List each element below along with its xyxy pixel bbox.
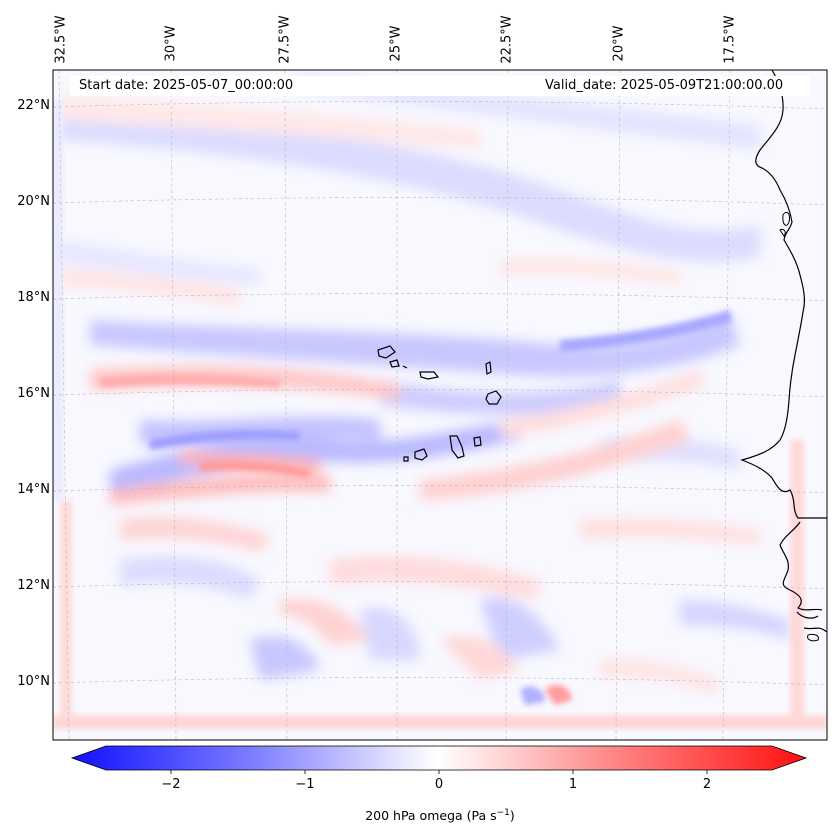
colorbar-tick-2: 2 [702,777,712,792]
cape-verde-islands [377,345,502,462]
colorbar-tick-neg1: −1 [295,777,315,792]
start-date-label: Start date: 2025-05-07_00:00:00 [79,78,294,93]
colorbar-tick-0: 0 [434,777,444,792]
lon-label-25w: 25°W [388,25,404,62]
lat-label-20n: 20°N [17,194,50,209]
lat-label-16n: 16°N [17,386,50,401]
colorbar-label: 200 hPa omega (Pa s−1) [365,808,515,823]
colorbar-label-close: ) [509,808,515,824]
colorbar-tick-1: 1 [568,777,578,792]
map-frame [52,69,828,741]
lon-label-27-5w: 27.5°W [277,15,293,64]
colorbar-tick-neg2: −2 [161,777,181,792]
colorbar [70,745,808,774]
lon-label-32-5w: 32.5°W [53,15,69,64]
lon-label-30w: 30°W [163,25,179,62]
lon-label-17-5w: 17.5°W [722,15,738,64]
lat-label-18n: 18°N [17,290,50,305]
info-box [70,76,810,96]
lat-label-14n: 14°N [17,482,50,497]
lat-label-12n: 12°N [17,578,50,593]
valid-date-label: Valid_date: 2025-05-09T21:00:00.00 [545,78,784,93]
graticule [53,70,827,740]
omega-field [53,70,827,740]
lon-label-20w: 20°W [611,25,627,62]
lat-label-22n: 22°N [17,98,50,113]
colorbar-label-unit-exponent: −1 [496,808,510,818]
lon-label-22-5w: 22.5°W [499,15,515,64]
colorbar-label-main: 200 hPa omega (Pa s [365,808,497,824]
lat-label-10n: 10°N [17,674,50,689]
african-coastline [740,70,827,633]
